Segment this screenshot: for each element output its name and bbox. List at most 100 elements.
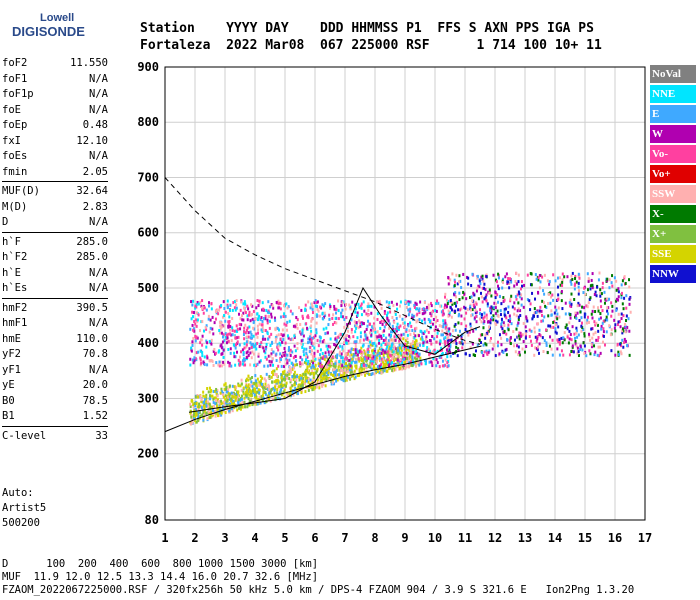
echo-point	[293, 366, 296, 370]
echo-point	[574, 336, 577, 340]
echo-point	[341, 356, 344, 360]
echo-point	[290, 361, 293, 365]
echo-point	[471, 299, 474, 303]
echo-point	[615, 308, 618, 312]
echo-point	[376, 300, 379, 304]
echo-point	[294, 349, 297, 353]
echo-point	[386, 363, 389, 367]
echo-point	[401, 317, 404, 321]
echo-point	[476, 343, 479, 347]
echo-point	[220, 321, 223, 325]
echo-point	[394, 338, 397, 342]
echo-point	[590, 343, 593, 347]
echo-point	[589, 296, 592, 300]
echo-point	[332, 382, 335, 386]
echo-point	[538, 332, 541, 336]
echo-point	[201, 319, 204, 323]
echo-point	[189, 327, 192, 331]
echo-point	[222, 348, 225, 352]
echo-point	[306, 367, 309, 371]
echo-point	[362, 350, 365, 354]
echo-point	[370, 353, 373, 357]
echo-point	[577, 354, 580, 358]
echo-point	[451, 329, 454, 333]
echo-point	[476, 276, 479, 280]
echo-point	[223, 314, 226, 318]
echo-point	[223, 339, 226, 343]
echo-point	[258, 345, 261, 349]
echo-point	[564, 312, 567, 316]
echo-point	[242, 353, 245, 357]
echo-point	[284, 384, 287, 388]
echo-point	[220, 303, 223, 307]
auto-artist: Artist5	[2, 502, 47, 514]
echo-point	[245, 343, 248, 347]
echo-point	[315, 369, 318, 373]
echo-point	[222, 360, 225, 364]
echo-point	[294, 354, 297, 358]
echo-point	[411, 328, 414, 332]
echo-point	[352, 371, 355, 375]
echo-point	[622, 314, 625, 318]
echo-point	[428, 360, 431, 364]
echo-point	[536, 314, 539, 318]
echo-point	[291, 350, 294, 354]
echo-point	[283, 369, 286, 373]
echo-point	[533, 311, 536, 315]
y-tick-label: 800	[137, 115, 159, 129]
echo-point	[433, 348, 436, 352]
echo-point	[503, 329, 506, 333]
echo-point	[484, 342, 487, 346]
echo-point	[193, 417, 196, 421]
echo-point	[471, 308, 474, 312]
echo-point	[515, 271, 518, 275]
echo-point	[378, 299, 381, 303]
echo-point	[380, 347, 383, 351]
echo-point	[254, 387, 257, 391]
echo-point	[241, 404, 244, 408]
echo-point	[485, 313, 488, 317]
echo-point	[262, 335, 265, 339]
echo-point	[598, 271, 601, 275]
echo-point	[494, 290, 497, 294]
echo-point	[426, 348, 429, 352]
echo-point	[393, 320, 396, 324]
echo-point	[326, 368, 329, 372]
echo-point	[267, 300, 270, 304]
echo-point	[350, 327, 353, 331]
echo-point	[551, 353, 554, 357]
echo-point	[319, 380, 322, 384]
echo-point	[395, 316, 398, 320]
echo-point	[347, 341, 350, 345]
echo-point	[577, 292, 580, 296]
echo-point	[317, 309, 320, 313]
echo-point	[277, 364, 280, 368]
echo-point	[608, 286, 611, 290]
echo-point	[446, 355, 449, 359]
echo-point	[214, 396, 217, 400]
echo-point	[319, 353, 322, 357]
echo-point	[307, 316, 310, 320]
echo-point	[409, 350, 412, 354]
echo-point	[397, 353, 400, 357]
echo-point	[475, 320, 478, 324]
echo-point	[255, 396, 258, 400]
echo-point	[300, 332, 303, 336]
echo-point	[517, 307, 520, 311]
echo-point	[431, 364, 434, 368]
echo-point	[422, 343, 425, 347]
echo-point	[489, 321, 492, 325]
echo-point	[561, 278, 564, 282]
echo-point	[593, 293, 596, 297]
echo-point	[255, 402, 258, 406]
echo-point	[384, 362, 387, 366]
echo-point	[211, 315, 214, 319]
echo-point	[622, 327, 625, 331]
echo-point	[497, 300, 500, 304]
echo-point	[571, 344, 574, 348]
echo-point	[209, 415, 212, 419]
echo-point	[445, 328, 448, 332]
echo-point	[369, 361, 372, 365]
x-tick-label: 16	[608, 531, 622, 545]
echo-point	[288, 372, 291, 376]
